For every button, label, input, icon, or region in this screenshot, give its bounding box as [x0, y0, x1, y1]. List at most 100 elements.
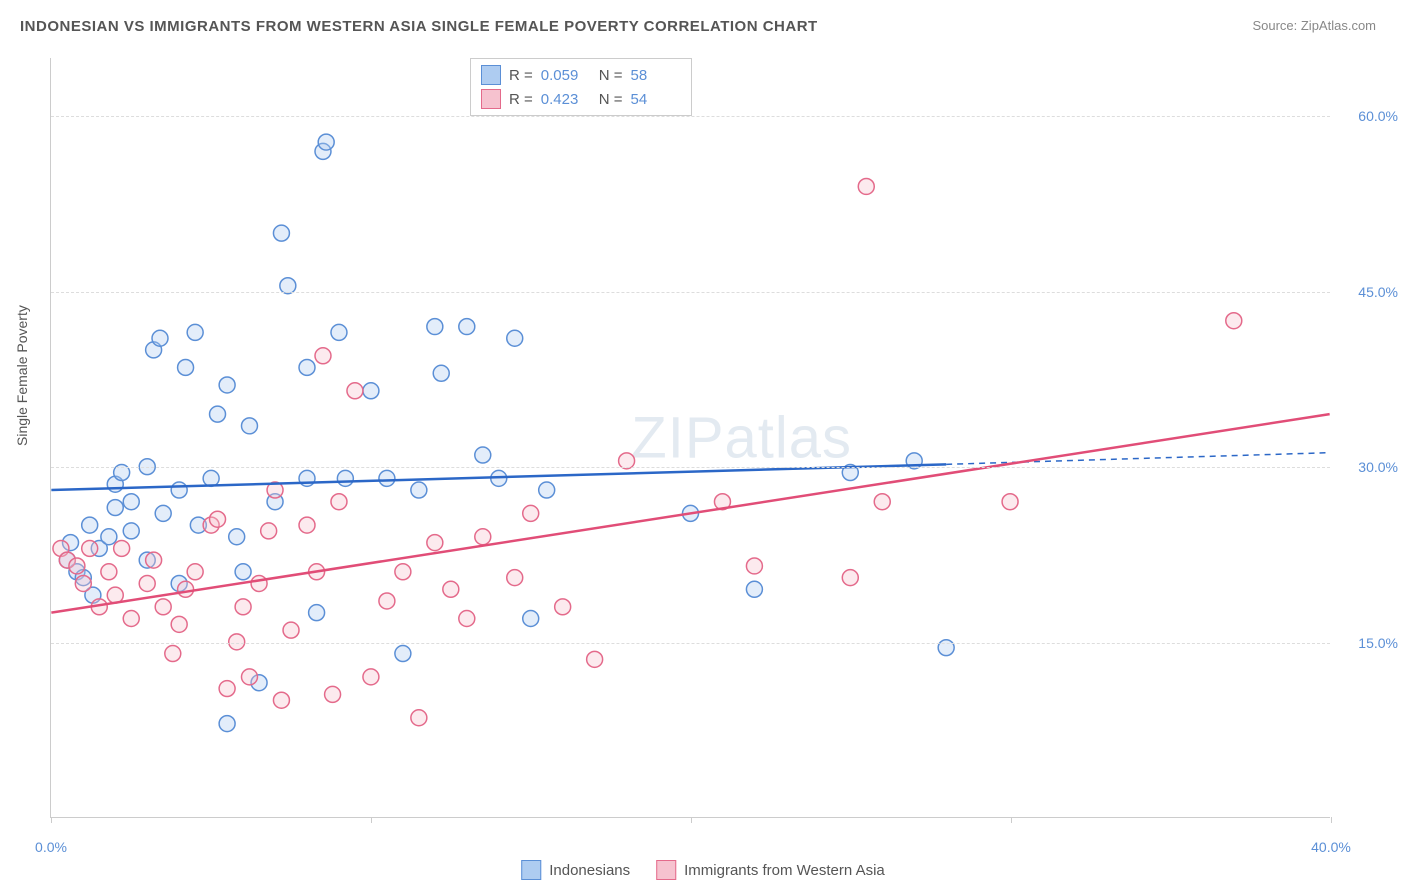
scatter-point	[523, 505, 539, 521]
source-attribution: Source: ZipAtlas.com	[1252, 18, 1376, 33]
scatter-point	[171, 482, 187, 498]
r-label: R =	[509, 91, 533, 108]
regression-line	[51, 414, 1329, 613]
scatter-point	[146, 552, 162, 568]
r-value: 0.059	[541, 67, 591, 84]
x-tick-label: 40.0%	[1311, 839, 1351, 855]
scatter-point	[101, 564, 117, 580]
scatter-point	[459, 319, 475, 335]
legend-swatch	[521, 860, 541, 880]
legend-swatch	[656, 860, 676, 880]
scatter-point	[171, 616, 187, 632]
series-legend-item: Immigrants from Western Asia	[656, 860, 885, 880]
gridline	[51, 292, 1330, 293]
scatter-point	[241, 418, 257, 434]
scatter-point	[433, 365, 449, 381]
y-axis-title: Single Female Poverty	[14, 305, 30, 446]
scatter-point	[337, 470, 353, 486]
legend-swatch	[481, 65, 501, 85]
scatter-point	[331, 324, 347, 340]
scatter-svg	[51, 58, 1330, 817]
scatter-point	[210, 406, 226, 422]
scatter-point	[363, 383, 379, 399]
scatter-point	[69, 558, 85, 574]
stats-legend: R = 0.059 N = 58 R = 0.423 N = 54	[470, 58, 692, 116]
scatter-point	[1226, 313, 1242, 329]
stats-legend-row: R =0.059N =58	[481, 63, 681, 87]
scatter-point	[299, 359, 315, 375]
scatter-point	[475, 529, 491, 545]
scatter-point	[101, 529, 117, 545]
y-tick-label: 30.0%	[1358, 459, 1398, 475]
scatter-point	[229, 529, 245, 545]
scatter-point	[363, 669, 379, 685]
scatter-point	[874, 494, 890, 510]
x-tick	[371, 817, 372, 823]
scatter-point	[210, 511, 226, 527]
scatter-point	[123, 523, 139, 539]
scatter-point	[273, 225, 289, 241]
scatter-point	[235, 564, 251, 580]
scatter-point	[842, 570, 858, 586]
n-label: N =	[599, 67, 623, 84]
scatter-point	[107, 500, 123, 516]
scatter-point	[251, 575, 267, 591]
scatter-point	[299, 517, 315, 533]
scatter-point	[746, 581, 762, 597]
scatter-point	[347, 383, 363, 399]
gridline	[51, 643, 1330, 644]
x-tick	[1331, 817, 1332, 823]
n-value: 58	[631, 67, 681, 84]
scatter-point	[219, 377, 235, 393]
gridline	[51, 116, 1330, 117]
n-label: N =	[599, 91, 623, 108]
scatter-point	[187, 324, 203, 340]
x-tick	[691, 817, 692, 823]
y-tick-label: 45.0%	[1358, 284, 1398, 300]
chart-title: INDONESIAN VS IMMIGRANTS FROM WESTERN AS…	[20, 18, 818, 35]
scatter-point	[203, 470, 219, 486]
scatter-point	[475, 447, 491, 463]
series-label: Indonesians	[549, 862, 630, 879]
series-legend: Indonesians Immigrants from Western Asia	[521, 860, 885, 880]
gridline	[51, 467, 1330, 468]
scatter-point	[411, 482, 427, 498]
y-tick-label: 60.0%	[1358, 108, 1398, 124]
scatter-point	[187, 564, 203, 580]
scatter-point	[152, 330, 168, 346]
scatter-point	[411, 710, 427, 726]
y-tick-label: 15.0%	[1358, 635, 1398, 651]
scatter-point	[427, 535, 443, 551]
scatter-point	[315, 348, 331, 364]
scatter-point	[155, 599, 171, 615]
scatter-point	[427, 319, 443, 335]
scatter-point	[331, 494, 347, 510]
scatter-point	[178, 581, 194, 597]
scatter-point	[165, 646, 181, 662]
x-tick	[51, 817, 52, 823]
scatter-point	[1002, 494, 1018, 510]
scatter-point	[309, 605, 325, 621]
r-value: 0.423	[541, 91, 591, 108]
scatter-point	[325, 686, 341, 702]
scatter-point	[82, 540, 98, 556]
scatter-point	[75, 575, 91, 591]
scatter-point	[507, 570, 523, 586]
scatter-point	[318, 134, 334, 150]
scatter-point	[241, 669, 257, 685]
scatter-point	[139, 575, 155, 591]
scatter-point	[219, 716, 235, 732]
scatter-point	[858, 178, 874, 194]
series-label: Immigrants from Western Asia	[684, 862, 885, 879]
scatter-point	[178, 359, 194, 375]
scatter-point	[283, 622, 299, 638]
scatter-point	[273, 692, 289, 708]
stats-legend-row: R = 0.423 N = 54	[481, 87, 681, 111]
scatter-point	[123, 494, 139, 510]
scatter-point	[379, 593, 395, 609]
n-value: 54	[631, 91, 681, 108]
scatter-point	[539, 482, 555, 498]
scatter-point	[114, 540, 130, 556]
scatter-point	[82, 517, 98, 533]
scatter-point	[587, 651, 603, 667]
